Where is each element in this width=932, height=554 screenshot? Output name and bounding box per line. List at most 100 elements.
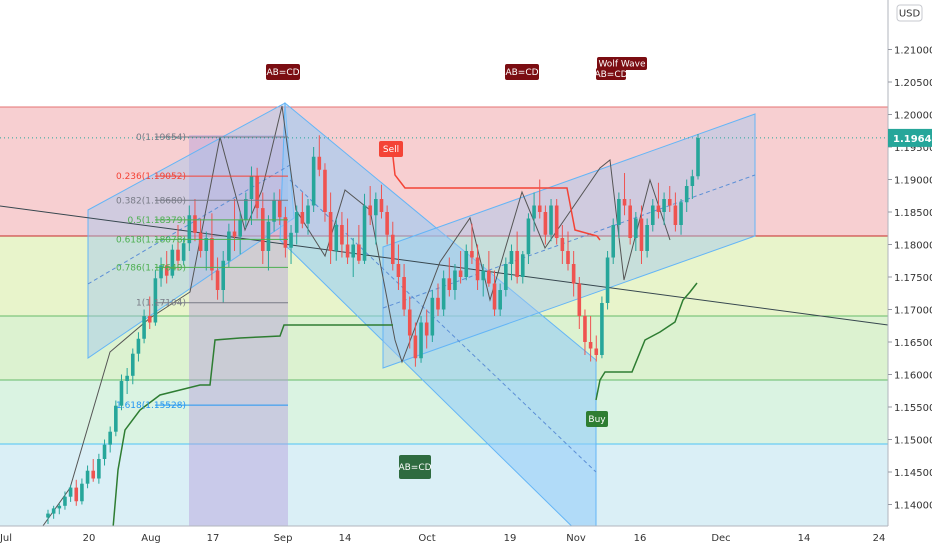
candle [238,212,242,255]
candle [351,238,356,277]
candle [617,192,621,238]
candle [91,459,96,482]
time-tick-label: 20 [83,533,96,544]
badge-label: AB=CD [398,463,431,473]
candle-body [289,232,293,248]
pattern-label[interactable]: AB=CD [398,455,432,479]
candle [159,257,163,287]
signal-badge-buy[interactable]: Buy [586,411,608,427]
candle-body [526,218,531,255]
candle [108,426,112,453]
price-tick-label: 1.16500 [894,338,932,349]
time-tick-label: 14 [798,533,811,544]
candle [323,163,327,222]
time-tick-label: Aug [141,533,161,544]
candle-body [238,219,242,237]
candle [673,192,678,232]
signal-badge-sell[interactable]: Sell [379,141,403,157]
buy-signal-line [0,324,393,551]
sell-signal-line [391,147,601,241]
candle-body [594,348,599,355]
candle-body [662,199,666,212]
candle [690,169,695,199]
price-tick-label: 1.17500 [894,273,932,284]
candle [475,244,480,290]
price-tick-label: 1.20500 [894,78,932,89]
candle [628,199,632,245]
pattern-label[interactable]: Wolf Wave [597,57,647,70]
candle [272,192,276,232]
candle [142,309,146,344]
candle [51,505,56,519]
candle [407,296,412,349]
candle-body [198,232,203,251]
candle [374,192,378,245]
candle-body [492,283,497,310]
candle-body [639,218,644,251]
candle-body [266,221,271,251]
candle-body [125,375,129,381]
candle [458,251,463,284]
candle [509,244,514,281]
fib-level-label: 0(1.19654) [136,133,186,143]
candle-body [690,176,695,186]
candle-body [634,218,638,238]
candle-body [679,202,683,225]
candle-body [498,290,502,310]
candle [102,439,107,466]
candle-body [170,249,175,276]
badge-background [597,57,647,70]
candle [396,244,401,290]
currency-button[interactable]: USD [896,4,923,22]
badge-background [586,411,608,427]
candle [600,296,604,359]
candle-body [447,278,452,290]
candle [554,199,559,245]
candle-body [487,270,491,284]
candle-body [650,205,655,225]
candle-body [63,496,67,506]
candle-body [549,205,553,235]
candle-body [362,205,367,261]
candle-body [328,212,333,251]
pattern-label[interactable]: AB=CD [505,64,539,80]
candle-body [368,205,372,216]
candle [639,205,644,264]
candle-body [396,264,401,277]
candle-body [684,186,689,203]
candle [97,453,101,484]
price-tick-label: 1.19000 [894,176,932,187]
price-tick-label: 1.18500 [894,208,932,219]
price-tick-label: 1.15500 [894,403,932,414]
candle-body [80,483,84,502]
candle [362,193,367,264]
candle-body [136,338,141,354]
candle [645,218,649,258]
candle [492,270,497,316]
badge-label: AB=CD [266,68,299,78]
current-price-tag [888,128,932,147]
candle [571,251,576,297]
candle [147,296,152,329]
candle-body [390,234,395,264]
candle-body [147,316,152,323]
candle [63,491,67,510]
candle-body [571,264,576,284]
candle-body [436,297,440,310]
candle-body [91,470,96,479]
pattern-label[interactable]: AB=CD [594,68,628,80]
candle-body [577,283,582,316]
candle [277,189,282,225]
candle-body [543,212,548,235]
fib-level-label: 0.382(1.18680) [116,196,186,206]
candle-body [142,316,146,339]
candle [215,257,220,300]
candle-body [277,200,282,218]
candle-body [204,238,209,251]
pattern-label[interactable]: AB=CD [266,64,300,80]
badge-label: Sell [383,145,399,155]
candle-body [481,270,486,281]
time-tick-label: 14 [339,533,352,544]
candle [413,322,418,367]
